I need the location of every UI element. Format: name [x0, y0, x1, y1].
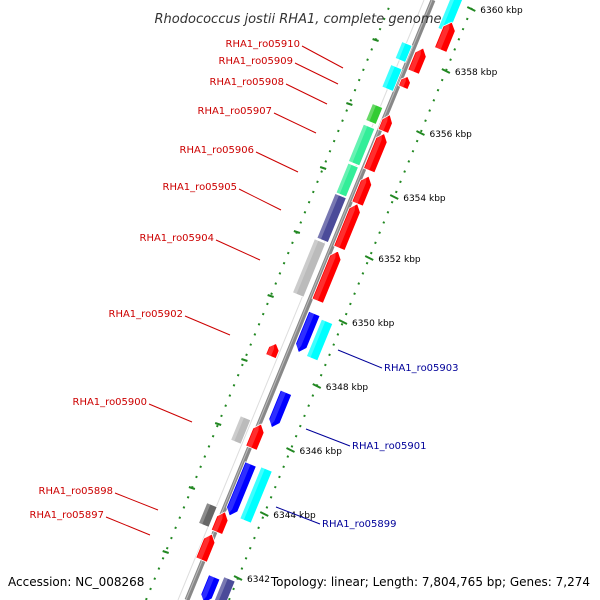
label-leader-left [105, 516, 151, 536]
tick-label: 6348 kbp [326, 383, 369, 393]
gene-features [195, 0, 465, 600]
gene-block-red-mid-5[interactable] [311, 249, 344, 304]
tick-label: 6342 [247, 575, 270, 585]
tick-label: 6352 kbp [378, 255, 421, 265]
gene-label-left[interactable]: RHA1_ro05900 [73, 397, 148, 408]
gene-label-left[interactable]: RHA1_ro05902 [109, 309, 184, 320]
gene-block-dark[interactable] [198, 502, 218, 528]
scale-tick: 6358 kbp [441, 68, 498, 78]
gene-label-left[interactable]: RHA1_ro05910 [226, 39, 301, 50]
minor-tick [241, 358, 248, 362]
gene-label-right[interactable]: RHA1_ro05901 [352, 441, 427, 452]
minor-tick [346, 102, 353, 106]
gene-block-blue-4[interactable] [198, 574, 221, 600]
label-leader-left [114, 492, 159, 511]
scale-tick: 6348 kbp [312, 383, 369, 393]
gene-label-left[interactable]: RHA1_ro05904 [140, 233, 215, 244]
gene-block-cyan-top-2[interactable] [394, 41, 413, 63]
label-leader-right [337, 349, 383, 369]
right-dotted-track [228, 0, 476, 600]
tick-label: 6344 kbp [273, 511, 316, 521]
minor-tick [214, 422, 222, 426]
gene-block-red-top-2[interactable] [407, 46, 429, 75]
tick-label: 6350 kbp [352, 319, 395, 329]
label-leader-right [305, 428, 351, 447]
accession-text: Accession: NC_008268 [8, 575, 144, 589]
scale-ticks: 6342 6344 kbp 6346 kbp 6348 kbp 6350 kbp 6352… [162, 6, 523, 585]
gene-block-purple[interactable] [316, 192, 347, 244]
gene-block-red-mid-3[interactable] [351, 174, 374, 207]
gene-label-left[interactable]: RHA1_ro05907 [198, 106, 273, 117]
gene-block-blue-3[interactable] [224, 461, 257, 518]
label-leader-left [301, 45, 344, 69]
tick-label: 6360 kbp [480, 6, 523, 16]
scale-tick: 6352 kbp [364, 255, 421, 265]
gene-block-red-top-1[interactable] [434, 20, 458, 53]
chromosome-backbone [182, 0, 438, 600]
minor-tick [372, 38, 379, 42]
gene-block-blue-1[interactable] [293, 310, 321, 354]
minor-tick [188, 486, 196, 490]
tick-label: 6354 kbp [403, 194, 446, 204]
label-leader-left [184, 315, 231, 336]
label-leaders [105, 45, 383, 536]
gene-block-cyan-mid[interactable] [305, 318, 334, 362]
tick-label: 6358 kbp [455, 68, 498, 78]
gene-labels: RHA1_ro05910 RHA1_ro05909 RHA1_ro05908 RHA1… [30, 39, 459, 530]
left-guide [177, 0, 425, 600]
gene-block-red-low-2[interactable] [210, 510, 230, 535]
gene-block-green-2[interactable] [347, 123, 376, 167]
label-leader-left [273, 112, 317, 134]
gene-block-grey-2[interactable] [230, 415, 252, 445]
gene-block-red-low-3[interactable] [195, 532, 218, 563]
gene-block-red-top-3[interactable] [397, 75, 412, 90]
minor-tick [319, 166, 327, 170]
gene-label-left[interactable]: RHA1_ro05905 [163, 182, 238, 193]
gene-block-blue-2[interactable] [266, 389, 293, 430]
scale-tick: 6354 kbp [389, 194, 446, 204]
summary-text: Topology: linear; Length: 7,804,765 bp; … [270, 575, 590, 589]
label-leader-left [255, 151, 299, 173]
scale-tick: 6346 kbp [286, 447, 343, 457]
label-leader-left [294, 62, 339, 85]
gene-block-green-1[interactable] [365, 103, 384, 125]
gene-block-grey-1[interactable] [292, 238, 327, 298]
gene-label-left[interactable]: RHA1_ro05897 [30, 510, 105, 521]
minor-tick [162, 550, 169, 554]
gene-block-cyan-top-3[interactable] [381, 64, 403, 92]
scale-tick: 6360 kbp [466, 6, 523, 16]
gene-label-left[interactable]: RHA1_ro05898 [39, 486, 114, 497]
gene-block-cyan-low[interactable] [239, 466, 273, 524]
label-leader-left [215, 239, 261, 261]
gene-block-red-mid-2[interactable] [363, 131, 390, 174]
label-leader-left [238, 188, 282, 211]
gene-block-red-low-1[interactable] [245, 422, 267, 451]
gene-label-left[interactable]: RHA1_ro05906 [180, 145, 255, 156]
label-leader-right [275, 506, 321, 525]
gene-block-red-mid-4[interactable] [333, 202, 363, 252]
tick-label: 6346 kbp [300, 447, 343, 457]
gene-block-red-mid-1[interactable] [377, 113, 395, 134]
scale-tick: 6350 kbp [338, 319, 395, 329]
tick-label: 6356 kbp [429, 130, 472, 140]
genome-title: Rhodococcus jostii RHA1, complete genome [155, 12, 442, 27]
scale-tick: 6344 kbp [259, 511, 316, 521]
label-leader-left [148, 403, 193, 423]
gene-label-left[interactable]: RHA1_ro05909 [219, 56, 294, 67]
gene-label-right[interactable]: RHA1_ro05899 [322, 519, 397, 530]
gene-label-right[interactable]: RHA1_ro05903 [384, 363, 459, 374]
label-leader-left [285, 83, 328, 105]
minor-tick [267, 294, 274, 298]
gene-label-left[interactable]: RHA1_ro05908 [210, 77, 285, 88]
left-dotted-track [145, 0, 393, 600]
minor-tick [293, 230, 301, 234]
gene-block-red-small[interactable] [265, 341, 281, 360]
scale-tick: 6342 [233, 575, 270, 585]
gene-block-green-3[interactable] [335, 162, 359, 198]
scale-tick: 6356 kbp [416, 130, 472, 140]
